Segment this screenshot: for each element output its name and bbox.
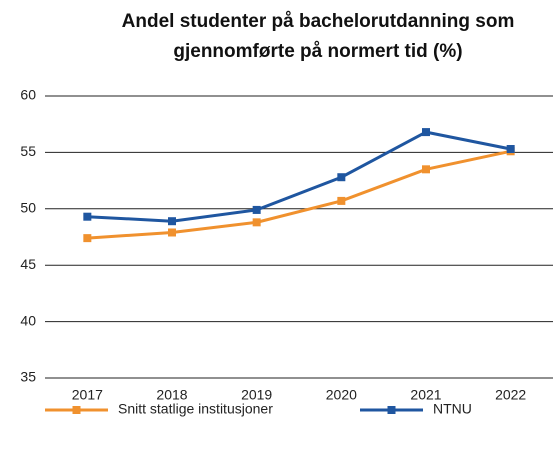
y-tick-label: 45 xyxy=(20,256,36,272)
point-marker xyxy=(83,234,92,243)
series-line xyxy=(87,149,511,240)
point-marker xyxy=(252,205,261,214)
point-marker xyxy=(252,218,261,227)
point-marker xyxy=(422,128,430,137)
x-tick-label: 2021 xyxy=(410,387,441,403)
y-tick-label: 35 xyxy=(20,369,36,385)
x-tick-label: 2020 xyxy=(326,387,357,403)
point-marker xyxy=(168,228,176,237)
point-marker xyxy=(83,212,92,221)
point-marker xyxy=(337,196,346,205)
series-line xyxy=(87,130,511,223)
legend-label: NTNU xyxy=(433,401,472,417)
x-tick-label: 2022 xyxy=(495,387,526,403)
x-tick-label: 2017 xyxy=(72,387,103,403)
legend-label: Snitt statlige institusjoner xyxy=(118,401,273,417)
y-tick-label: 40 xyxy=(20,312,36,328)
chart-title: gjennomførte på normert tid (%) xyxy=(173,41,462,62)
point-marker xyxy=(422,165,430,174)
point-marker xyxy=(337,173,346,182)
point-marker xyxy=(506,145,515,154)
legend-marker xyxy=(387,406,396,414)
chart-title: Andel studenter på bachelorutdanning som xyxy=(122,11,515,32)
x-tick-label: 2019 xyxy=(241,387,272,403)
point-marker xyxy=(168,217,176,226)
legend-marker xyxy=(72,406,81,414)
x-tick-label: 2018 xyxy=(156,387,187,403)
y-tick-label: 60 xyxy=(20,87,36,103)
y-tick-label: 55 xyxy=(20,143,36,159)
y-tick-label: 50 xyxy=(20,200,36,216)
